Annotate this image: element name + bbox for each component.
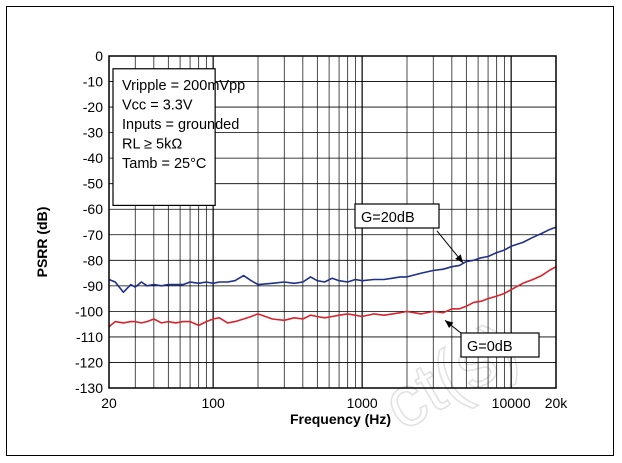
x-tick-label: 20k xyxy=(545,395,569,411)
y-tick-label: -120 xyxy=(75,354,103,370)
condition-line: Inputs = grounded xyxy=(122,117,239,133)
y-tick-label: -40 xyxy=(83,150,103,166)
y-tick-label: -60 xyxy=(83,201,103,217)
x-tick-label: 20 xyxy=(101,395,117,411)
y-tick-label: -110 xyxy=(76,329,103,345)
callout-label-g0db: G=0dB xyxy=(467,339,513,355)
y-tick-label: -90 xyxy=(83,278,103,294)
condition-line: Vripple = 200mVpp xyxy=(122,78,245,94)
y-tick-label: -80 xyxy=(83,252,103,268)
x-tick-label: 1000 xyxy=(347,395,378,411)
y-tick-label: -130 xyxy=(75,380,103,396)
figure-frame: ct(s) 0 -10 -20 -30 -40 -50 -60 -70 -80 -90 -100 -1… xyxy=(6,6,614,456)
series-line-g0db xyxy=(108,266,557,328)
watermark-text: ct(s) xyxy=(370,307,531,446)
y-tick-label: 0 xyxy=(95,48,103,64)
x-tick-labels: 20 100 1000 10000 20k xyxy=(101,395,568,411)
callout-label-g20db: G=20dB xyxy=(361,210,415,226)
y-tick-label: -100 xyxy=(75,303,103,319)
plot-border xyxy=(108,55,557,389)
condition-line: Tamb = 25°C xyxy=(122,156,206,172)
x-tick-label: 10000 xyxy=(492,395,531,411)
psrr-chart: ct(s) 0 -10 -20 -30 -40 -50 -60 -70 -80 -90 -100 -1… xyxy=(34,48,568,447)
callout-g0db: G=0dB xyxy=(444,319,540,358)
condition-line: RL ≥ 5kΩ xyxy=(122,136,182,152)
y-tick-label: -10 xyxy=(83,74,103,90)
x-tick-label: 100 xyxy=(201,395,225,411)
y-axis-title: PSRR (dB) xyxy=(34,207,50,278)
conditions-box: Vripple = 200mVpp Vcc = 3.3V Inputs = gr… xyxy=(112,68,245,206)
y-tick-labels: 0 -10 -20 -30 -40 -50 -60 -70 -80 -90 -100 -110 -120… xyxy=(75,48,103,396)
y-tick-label: -50 xyxy=(83,176,103,192)
x-axis-title: Frequency (Hz) xyxy=(290,411,391,427)
callout-g20db: G=20dB xyxy=(354,203,464,264)
condition-line: Vcc = 3.3V xyxy=(122,97,193,113)
series-line-g20db xyxy=(108,226,557,294)
y-tick-label: -30 xyxy=(83,125,103,141)
y-tick-label: -70 xyxy=(83,227,103,243)
y-tick-label: -20 xyxy=(83,99,103,115)
series-layer xyxy=(108,226,557,328)
